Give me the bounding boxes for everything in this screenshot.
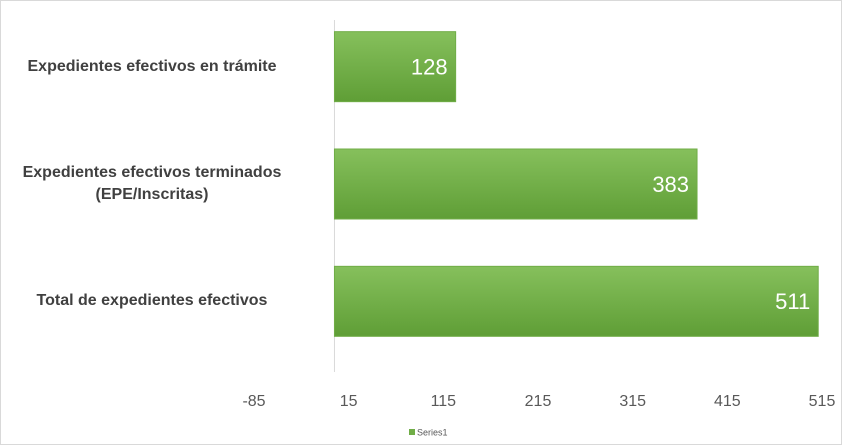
bar	[333, 265, 819, 337]
legend-swatch	[409, 429, 415, 435]
x-tick-label: 515	[809, 393, 836, 410]
x-tick-label: 415	[714, 393, 741, 410]
legend-label: Series1	[417, 427, 448, 437]
bar	[333, 148, 698, 220]
bar	[333, 31, 457, 103]
category-label: Total de expedientes efectivos	[36, 292, 268, 310]
value-label: 128	[411, 54, 448, 79]
x-tick-label: 15	[340, 393, 358, 410]
x-tick-label: 215	[525, 393, 552, 410]
value-label: 511	[775, 289, 810, 314]
category-label: Expedientes efectivos terminados (EPE/In…	[22, 164, 282, 203]
value-label: 383	[652, 172, 689, 197]
x-tick-label: -85	[242, 393, 265, 410]
category-label: Expedientes efectivos en trámite	[27, 57, 277, 75]
x-tick-label: 115	[431, 393, 457, 410]
x-tick-label: 315	[619, 393, 646, 410]
